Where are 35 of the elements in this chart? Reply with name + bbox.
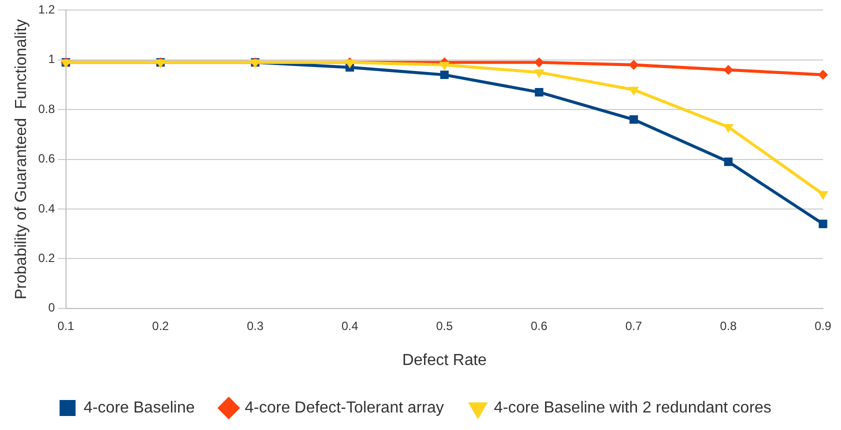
point [818,191,828,200]
point [439,62,450,71]
x-tick-label: 0.7 [625,318,642,333]
point [724,158,733,166]
y-tick-label: 0.6 [38,152,56,166]
point [723,64,734,75]
y-tick-label: 0 [48,300,56,315]
legend-label: 4-core Defect-Tolerant array [244,399,444,416]
y-tick-label: 0.2 [38,251,56,266]
point [440,70,449,80]
y-tick-label: 0.8 [38,102,56,116]
x-tick-label: 0.1 [58,318,75,333]
point [818,70,828,80]
x-axis-title: Defect Rate [402,352,487,369]
point [818,220,828,228]
x-tick-label: 0.9 [814,318,832,333]
x-tick-label: 0.4 [341,318,358,333]
point [628,60,639,70]
y-tick-label: 1.2 [38,2,56,17]
x-tick-label: 0.8 [720,318,738,333]
x-tick-label: 0.5 [436,318,454,333]
x-tick-label: 0.3 [246,318,264,333]
point [629,115,638,124]
point [534,57,544,68]
point [723,124,734,133]
point [534,88,544,96]
point [534,69,544,78]
x-tick-label: 0.2 [152,318,170,333]
y-axis-title: Probability of Guaranteed Functionality [13,19,30,300]
legend-label: 4-core Baseline with 2 redundant cores [494,399,772,416]
point [628,86,639,96]
x-tick-label: 0.6 [530,318,548,333]
y-tick-label: 0.4 [38,201,56,216]
legend-label: 4-core Baseline [84,399,195,416]
y-tick-label: 1 [48,52,56,66]
